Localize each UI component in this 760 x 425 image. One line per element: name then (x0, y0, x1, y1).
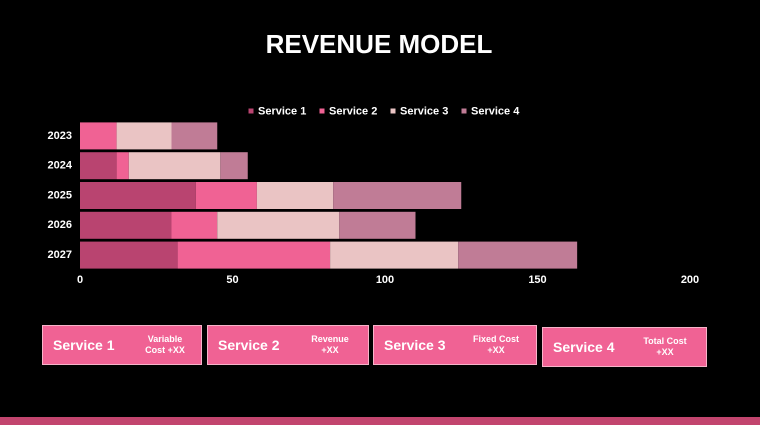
bar-segment (171, 122, 218, 150)
bar-segment (177, 241, 331, 269)
legend-label: Service 1 (258, 105, 306, 117)
bar-segment (80, 152, 117, 180)
legend-marker (390, 108, 396, 114)
bar-segment (330, 241, 459, 269)
legend-label: Service 4 (471, 105, 520, 117)
y-tick-label: 2026 (48, 219, 72, 231)
x-tick-label: 0 (77, 274, 83, 286)
bar-segment (116, 152, 129, 180)
card-title: Service 2 (218, 337, 280, 353)
bar-segment (458, 241, 578, 269)
bar-segment (80, 241, 178, 269)
bar-segment (80, 122, 117, 150)
bar-segment (171, 211, 218, 239)
card-note: Total Cost +XX (643, 336, 687, 357)
bar-segment (128, 152, 221, 180)
y-tick-label: 2027 (48, 249, 72, 261)
service-card: Service 2 Revenue +XX (207, 325, 369, 365)
y-tick-label: 2023 (48, 130, 72, 142)
bar-segment (80, 211, 172, 239)
card-note: Fixed Cost +XX (472, 334, 519, 355)
card-title: Service 4 (553, 339, 615, 355)
legend-marker (248, 108, 254, 114)
x-tick-label: 200 (681, 274, 699, 286)
bar-segment (195, 182, 257, 209)
card-note: Variable Cost +XX (145, 334, 185, 355)
bar-segment (339, 211, 416, 239)
card-note: Revenue +XX (311, 334, 349, 355)
x-tick-label: 50 (226, 274, 238, 286)
bar-segment (217, 211, 340, 239)
service-card: Service 3 Fixed Cost +XX (373, 325, 537, 365)
service-card: Service 1 Variable Cost +XX (42, 325, 202, 365)
bar-segment (333, 182, 462, 209)
card-title: Service 3 (384, 337, 446, 353)
y-tick-label: 2024 (48, 160, 73, 172)
bar-segment (116, 122, 172, 150)
legend-label: Service 3 (400, 105, 448, 117)
x-tick-label: 100 (376, 274, 394, 286)
card-title: Service 1 (53, 337, 115, 353)
y-tick-label: 2025 (48, 189, 72, 201)
slide-title: REVENUE MODEL (266, 29, 493, 59)
bar-segment (256, 182, 334, 209)
x-tick-label: 150 (528, 274, 546, 286)
legend-label: Service 2 (329, 105, 377, 117)
bar-segment (220, 152, 248, 180)
service-card: Service 4 Total Cost +XX (542, 327, 707, 367)
footer-strip (0, 417, 760, 425)
legend-marker (461, 108, 467, 114)
bar-segment (80, 182, 196, 209)
legend-marker (319, 108, 325, 114)
